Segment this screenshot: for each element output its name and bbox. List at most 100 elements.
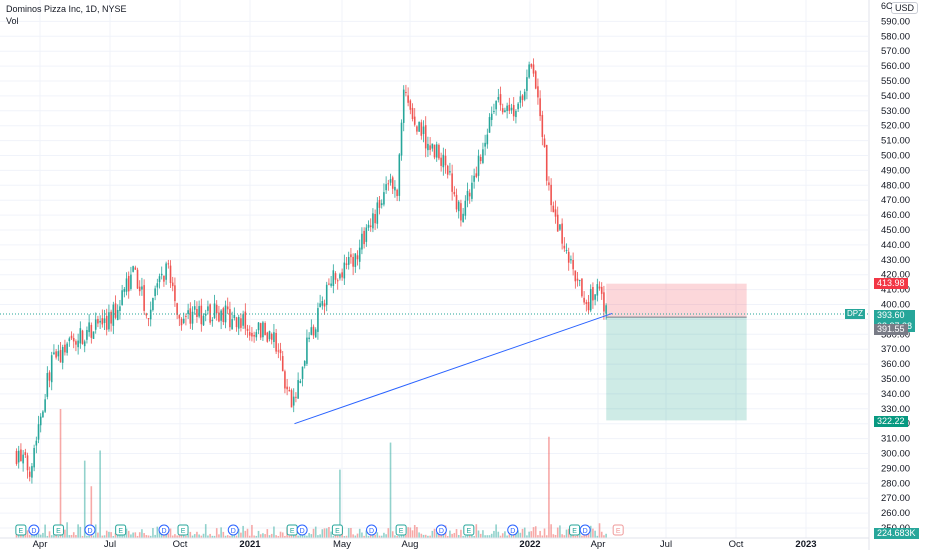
candle-body (295, 396, 297, 398)
support-trendline (294, 312, 613, 425)
volume-bar (101, 535, 104, 538)
entry-price-tag: 391.55 (874, 324, 908, 335)
candle-body (198, 306, 200, 317)
volume-bar (325, 528, 328, 538)
candle-body (77, 340, 79, 348)
position-zones[interactable] (606, 283, 747, 421)
candle-body (548, 182, 550, 186)
volume-bar (105, 530, 108, 538)
volume-bar (554, 534, 557, 538)
candle-body (185, 315, 187, 317)
volume-bar (347, 528, 350, 538)
volume-bar (409, 527, 412, 538)
volume-bar (242, 525, 244, 538)
event-marker-label: E (19, 528, 24, 535)
volume-bar (526, 535, 528, 538)
y-tick-label: 410.00 (881, 285, 910, 296)
candle-body (156, 283, 159, 288)
candle-body (132, 266, 134, 272)
volume-bar (457, 534, 460, 538)
candle-body (110, 311, 112, 324)
candle-body (306, 337, 308, 364)
candle-body (165, 263, 167, 280)
volume-bar (193, 534, 196, 538)
candle-body (435, 144, 438, 158)
x-axis[interactable]: Apr Jul Oct 2021 May Aug 2022 Apr Jul Oct 2023 (0, 537, 869, 550)
candle-body (259, 323, 262, 338)
candle-body (222, 308, 225, 323)
volume-bar (308, 532, 310, 538)
volume-bar (420, 533, 423, 538)
candle-body (169, 265, 172, 284)
candle-body (211, 319, 214, 322)
volume-bar (528, 531, 530, 538)
candle-body (204, 313, 207, 316)
symbol-title[interactable]: Dominos Pizza Inc, 1D, NYSE (6, 4, 127, 14)
volume-label[interactable]: Vol (6, 16, 19, 26)
volume-bar (185, 535, 187, 538)
candles[interactable] (15, 58, 607, 484)
volume-bar (218, 534, 220, 538)
candle-body (464, 200, 467, 216)
volume-bar (567, 528, 570, 538)
candle-body (28, 471, 31, 477)
candle-body (147, 318, 150, 320)
candle-body (328, 283, 330, 285)
earnings-marker: E (177, 524, 189, 536)
candle-body (559, 224, 561, 230)
volume-bar (565, 529, 568, 538)
volume-bar (37, 533, 40, 538)
candle-body (567, 251, 570, 263)
volume-bar (475, 524, 478, 538)
volume-bar (407, 527, 409, 538)
trendline[interactable] (294, 312, 613, 425)
volume-bar (46, 535, 49, 538)
earnings-marker: E (115, 524, 127, 536)
candle-body (504, 110, 506, 113)
currency-badge[interactable]: USD (890, 2, 918, 14)
candle-body (290, 390, 293, 408)
candle-body (182, 318, 185, 324)
volume-bar (435, 532, 438, 538)
x-tick-label: Aug (402, 539, 419, 550)
candle-body (572, 259, 574, 270)
volume-bar (90, 486, 93, 538)
candle-body (497, 97, 500, 100)
y-tick-label: 470.00 (881, 195, 910, 206)
x-tick-label: Jul (660, 539, 672, 550)
volume-bar (374, 534, 376, 538)
volume-bar (482, 530, 484, 538)
candle-body (526, 77, 528, 91)
candle-body (453, 191, 456, 195)
candle-body (171, 282, 174, 287)
candle-body (405, 91, 407, 93)
volume-bar (189, 531, 192, 538)
symbol-tag: DPZ (845, 309, 865, 319)
volume-bar (521, 528, 524, 538)
volume-bar (235, 535, 238, 538)
volume-bar (493, 530, 495, 538)
y-axis[interactable]: 250.00260.00270.00280.00290.00300.00310.… (868, 0, 910, 550)
event-marker-label: E (118, 528, 123, 535)
candle-body (90, 324, 93, 338)
candle-body (138, 286, 141, 292)
volume-bar (99, 450, 101, 538)
y-tick-label: 310.00 (881, 434, 910, 445)
candle-body (108, 312, 110, 330)
volume-bar (532, 527, 535, 538)
volume-tag: 224.683K (874, 528, 919, 539)
candle-body (570, 259, 572, 261)
candle-body (387, 183, 390, 185)
volume-bar (453, 532, 456, 538)
candle-body (407, 95, 409, 103)
volume-bar (81, 535, 84, 538)
candle-body (583, 297, 585, 303)
candle-body (332, 270, 335, 286)
volume-bar (438, 532, 440, 538)
volume-bar (576, 534, 579, 538)
volume-bar (121, 535, 123, 538)
candle-body (400, 122, 403, 156)
candle-body (506, 105, 508, 112)
